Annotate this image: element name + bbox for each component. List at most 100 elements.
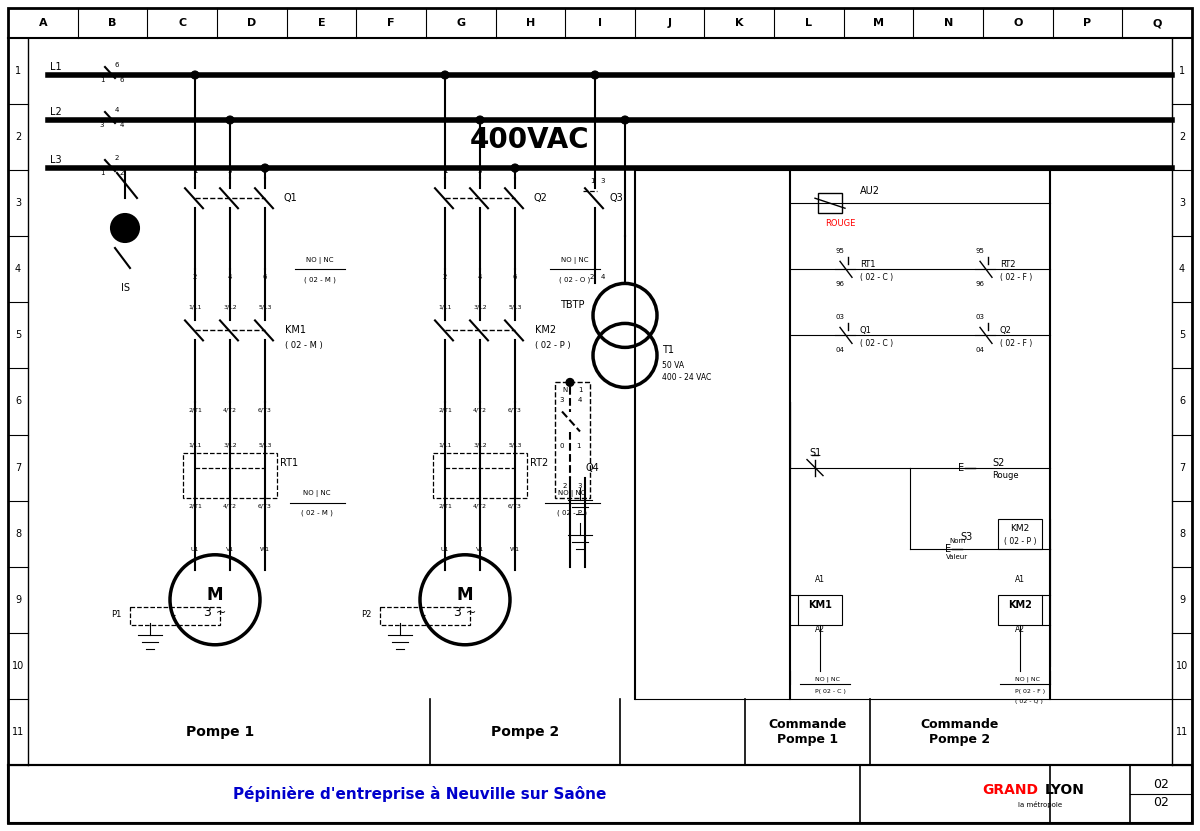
Text: P1: P1 bbox=[112, 610, 122, 619]
Bar bbox=[818, 194, 842, 214]
Text: Q2: Q2 bbox=[533, 194, 547, 204]
Text: 96: 96 bbox=[974, 282, 984, 288]
Text: V1: V1 bbox=[226, 548, 234, 553]
Text: 5/L3: 5/L3 bbox=[258, 305, 271, 310]
Text: ( 02 - M ): ( 02 - M ) bbox=[301, 509, 332, 516]
Text: Q3: Q3 bbox=[610, 194, 624, 204]
Text: 2/T1: 2/T1 bbox=[188, 503, 202, 508]
Text: Pépinière d'entreprise à Neuville sur Saône: Pépinière d'entreprise à Neuville sur Sa… bbox=[233, 786, 607, 802]
Text: ( 02 - Q ): ( 02 - Q ) bbox=[1015, 700, 1043, 705]
Text: Pompe 1: Pompe 1 bbox=[186, 725, 254, 739]
Text: 6: 6 bbox=[120, 77, 125, 83]
Text: 4/T2: 4/T2 bbox=[473, 503, 487, 508]
Text: 5/L3: 5/L3 bbox=[509, 305, 522, 310]
Text: S1: S1 bbox=[809, 448, 821, 458]
Text: 03: 03 bbox=[974, 314, 984, 321]
Text: 96: 96 bbox=[835, 282, 844, 288]
Text: 3 ~: 3 ~ bbox=[454, 607, 476, 619]
Text: 8: 8 bbox=[14, 529, 22, 538]
Text: 5: 5 bbox=[263, 168, 268, 175]
Text: 5: 5 bbox=[14, 331, 22, 341]
Text: L2: L2 bbox=[50, 107, 61, 117]
Text: 9: 9 bbox=[14, 595, 22, 605]
Text: 6: 6 bbox=[115, 62, 119, 68]
Text: 3: 3 bbox=[1178, 199, 1186, 209]
Text: RT2: RT2 bbox=[530, 458, 548, 468]
Text: 95: 95 bbox=[974, 248, 984, 254]
Text: L: L bbox=[805, 18, 812, 28]
Text: 1: 1 bbox=[589, 178, 594, 184]
Text: 10: 10 bbox=[12, 661, 24, 671]
Text: E: E bbox=[318, 18, 325, 28]
Bar bbox=[798, 595, 842, 625]
Text: KM2: KM2 bbox=[535, 326, 556, 336]
Text: 6/T3: 6/T3 bbox=[258, 407, 272, 412]
Circle shape bbox=[592, 71, 599, 79]
Text: AU2: AU2 bbox=[860, 186, 880, 196]
Text: 04: 04 bbox=[974, 347, 984, 353]
Text: 03: 03 bbox=[835, 314, 844, 321]
Text: 3: 3 bbox=[14, 199, 22, 209]
Text: 5: 5 bbox=[512, 168, 517, 175]
Text: ( 02 - M ): ( 02 - M ) bbox=[286, 341, 323, 350]
Text: N: N bbox=[943, 18, 953, 28]
Text: 1: 1 bbox=[577, 386, 582, 392]
Text: 6: 6 bbox=[1178, 396, 1186, 406]
Circle shape bbox=[112, 214, 139, 242]
Text: 7: 7 bbox=[1178, 463, 1186, 473]
Text: 4: 4 bbox=[478, 274, 482, 280]
Text: Q1: Q1 bbox=[283, 194, 296, 204]
Text: A2: A2 bbox=[1015, 625, 1025, 634]
Text: NO | NC: NO | NC bbox=[562, 257, 589, 263]
Text: ( 02 - P ): ( 02 - P ) bbox=[557, 509, 587, 516]
Text: ( 02 - O ): ( 02 - O ) bbox=[559, 276, 590, 283]
Text: W1: W1 bbox=[260, 548, 270, 553]
Circle shape bbox=[262, 164, 269, 172]
Text: 4: 4 bbox=[228, 274, 232, 280]
Text: 6/T3: 6/T3 bbox=[508, 503, 522, 508]
Text: 1/L1: 1/L1 bbox=[188, 442, 202, 447]
Text: 1/L1: 1/L1 bbox=[438, 305, 451, 310]
Text: 6: 6 bbox=[14, 396, 22, 406]
Text: RT1: RT1 bbox=[860, 260, 876, 268]
Text: 3 ~: 3 ~ bbox=[204, 607, 226, 619]
Circle shape bbox=[226, 116, 234, 124]
Circle shape bbox=[191, 71, 199, 79]
Text: 2: 2 bbox=[443, 274, 448, 280]
Text: ( 02 - F ): ( 02 - F ) bbox=[1000, 339, 1032, 348]
Bar bbox=[8, 765, 1192, 823]
Text: J: J bbox=[667, 18, 672, 28]
Text: 4: 4 bbox=[578, 396, 582, 402]
Text: M: M bbox=[874, 18, 884, 28]
Text: B: B bbox=[108, 18, 116, 28]
Text: 02: 02 bbox=[1153, 779, 1169, 791]
Text: LYON: LYON bbox=[1045, 783, 1085, 797]
Text: 2/T1: 2/T1 bbox=[438, 407, 452, 412]
Text: 11: 11 bbox=[12, 727, 24, 737]
Text: la métropole: la métropole bbox=[1018, 800, 1062, 808]
Text: RT1: RT1 bbox=[280, 458, 298, 468]
Text: Commande
Pompe 2: Commande Pompe 2 bbox=[920, 718, 1000, 746]
Text: 3: 3 bbox=[559, 396, 564, 402]
Text: 02: 02 bbox=[1153, 796, 1169, 809]
Text: D: D bbox=[247, 18, 257, 28]
Text: ( 02 - P ): ( 02 - P ) bbox=[535, 341, 571, 350]
Text: Pompe 2: Pompe 2 bbox=[491, 725, 559, 739]
Text: 2/T1: 2/T1 bbox=[188, 407, 202, 412]
Text: A2: A2 bbox=[815, 625, 826, 634]
Text: KM2: KM2 bbox=[1010, 524, 1030, 534]
Text: F: F bbox=[388, 18, 395, 28]
Bar bbox=[130, 607, 220, 625]
Text: 1: 1 bbox=[443, 168, 448, 175]
Text: 5/L3: 5/L3 bbox=[509, 442, 522, 447]
Text: U1: U1 bbox=[191, 548, 199, 553]
Text: M: M bbox=[457, 586, 473, 604]
Text: ( 02 - C ): ( 02 - C ) bbox=[860, 339, 893, 348]
Text: 6: 6 bbox=[512, 274, 517, 280]
Text: 95: 95 bbox=[835, 248, 844, 254]
Text: A1: A1 bbox=[815, 575, 826, 584]
Text: 3: 3 bbox=[601, 178, 605, 184]
Text: E: E bbox=[958, 463, 964, 473]
Text: 2: 2 bbox=[590, 274, 594, 280]
Text: ( 02 - C ): ( 02 - C ) bbox=[860, 273, 893, 282]
